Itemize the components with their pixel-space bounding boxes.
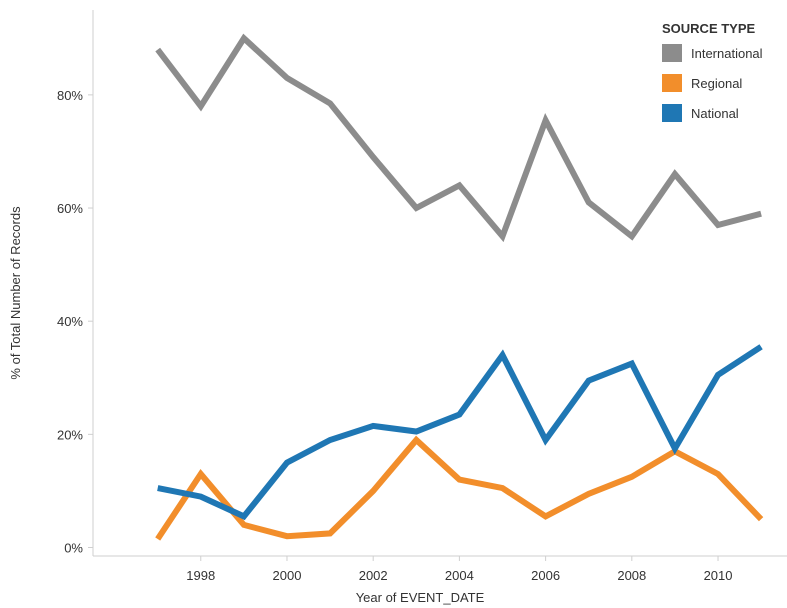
- series-layer: [155, 33, 764, 541]
- series-line-national: [157, 344, 763, 521]
- x-tick-label: 1998: [186, 568, 215, 583]
- legend-label-regional: Regional: [691, 76, 742, 91]
- x-axis-title: Year of EVENT_DATE: [356, 590, 485, 605]
- x-tick-label: 2000: [273, 568, 302, 583]
- series-line-regional: [155, 435, 764, 541]
- x-tick-label: 2006: [531, 568, 560, 583]
- legend-label-international: International: [691, 46, 763, 61]
- y-tick-label: 80%: [57, 88, 83, 103]
- legend-swatch-regional: [662, 74, 682, 92]
- x-tick-label: 2008: [617, 568, 646, 583]
- y-tick-label: 20%: [57, 427, 83, 442]
- axes-layer: 0% 20% 40% 60% 80% 1998 2000 2002 2004 2006 2008 20…: [8, 10, 787, 605]
- x-tick-label: 2002: [359, 568, 388, 583]
- x-tick-label: 2010: [704, 568, 733, 583]
- y-tick-label: 0%: [64, 541, 83, 556]
- legend-title: SOURCE TYPE: [662, 21, 756, 36]
- legend-swatch-national: [662, 104, 682, 122]
- y-axis-title: % of Total Number of Records: [8, 206, 23, 380]
- y-tick-label: 40%: [57, 314, 83, 329]
- legend-swatch-international: [662, 44, 682, 62]
- legend-label-national: National: [691, 106, 739, 121]
- legend: SOURCE TYPE International Regional National: [662, 21, 763, 122]
- series-line-international: [155, 33, 762, 243]
- x-tick-label: 2004: [445, 568, 474, 583]
- y-tick-label: 60%: [57, 201, 83, 216]
